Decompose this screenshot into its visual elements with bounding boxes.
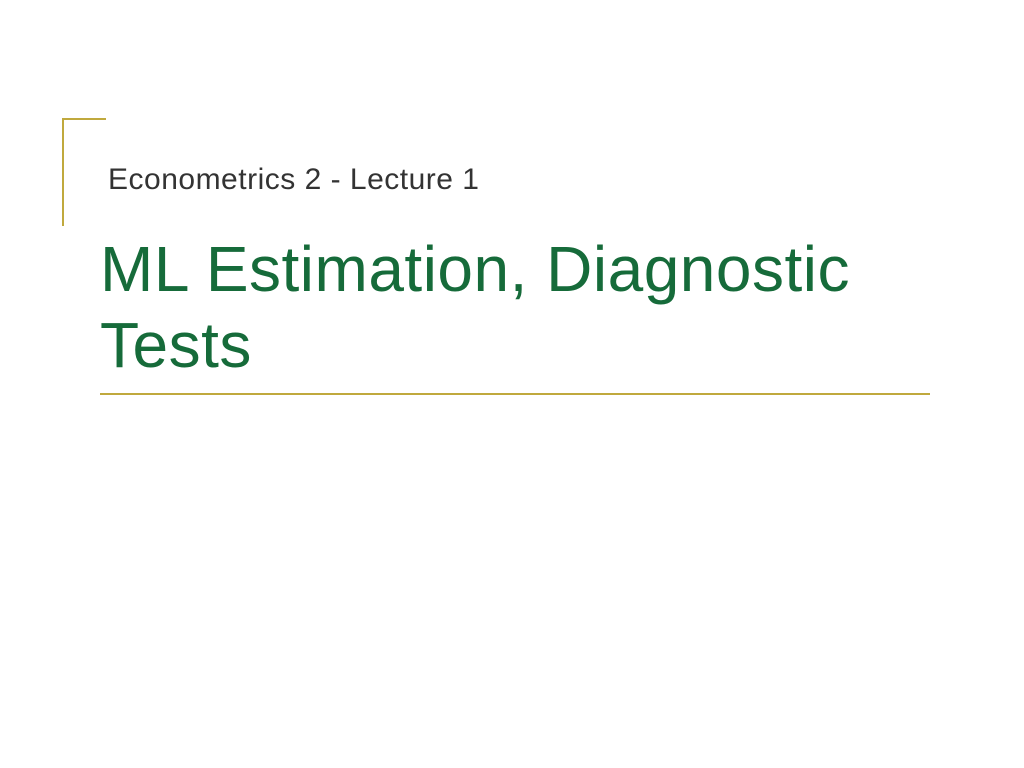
corner-bracket-decoration bbox=[62, 118, 106, 226]
slide-title: ML Estimation, Diagnostic Tests bbox=[100, 232, 930, 383]
slide-subtitle: Econometrics 2 - Lecture 1 bbox=[108, 163, 480, 197]
slide: Econometrics 2 - Lecture 1 ML Estimation… bbox=[0, 0, 1024, 768]
title-block: ML Estimation, Diagnostic Tests bbox=[100, 232, 930, 395]
